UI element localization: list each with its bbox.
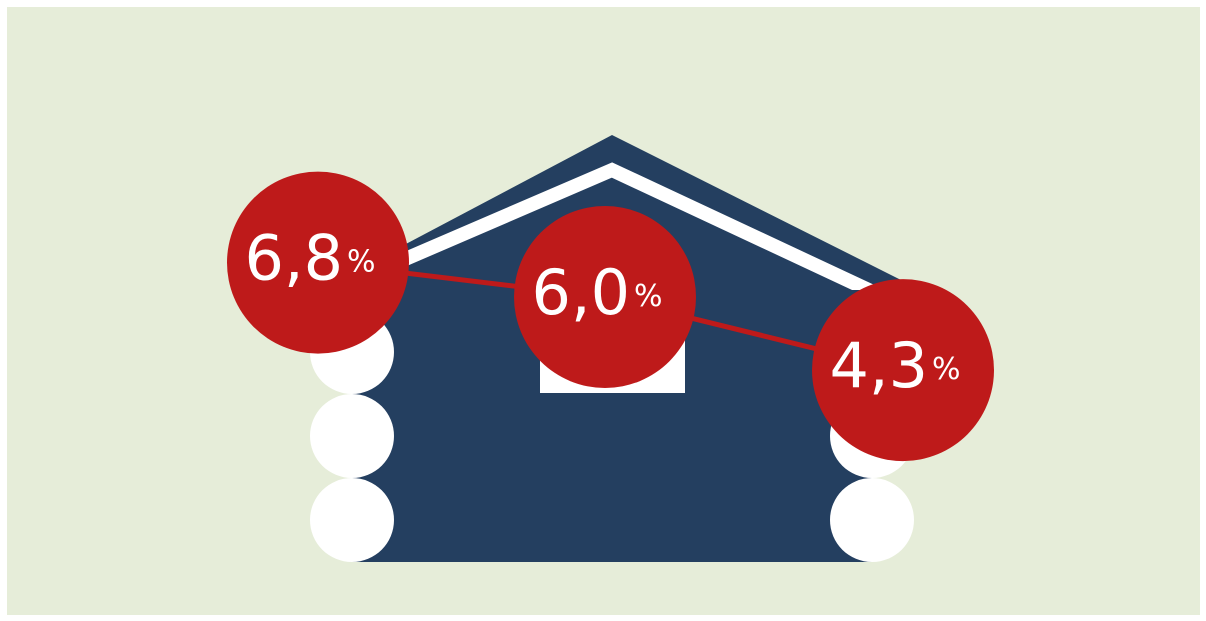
value-unit: % — [634, 279, 663, 314]
log — [310, 478, 394, 562]
point — [514, 206, 696, 388]
value-number: 4,3 — [829, 329, 928, 402]
value-number: 6,8 — [244, 222, 343, 295]
value-unit: % — [932, 352, 961, 387]
value-number: 6,0 — [531, 256, 630, 329]
value-label: 4,3% — [829, 329, 960, 402]
log — [310, 394, 394, 478]
value-label: 6,8% — [244, 222, 375, 295]
point — [227, 171, 409, 354]
value-label: 6,0% — [531, 256, 662, 329]
log — [830, 478, 914, 562]
value-unit: % — [347, 244, 376, 279]
point — [812, 279, 994, 462]
roof-stripe — [342, 162, 893, 307]
